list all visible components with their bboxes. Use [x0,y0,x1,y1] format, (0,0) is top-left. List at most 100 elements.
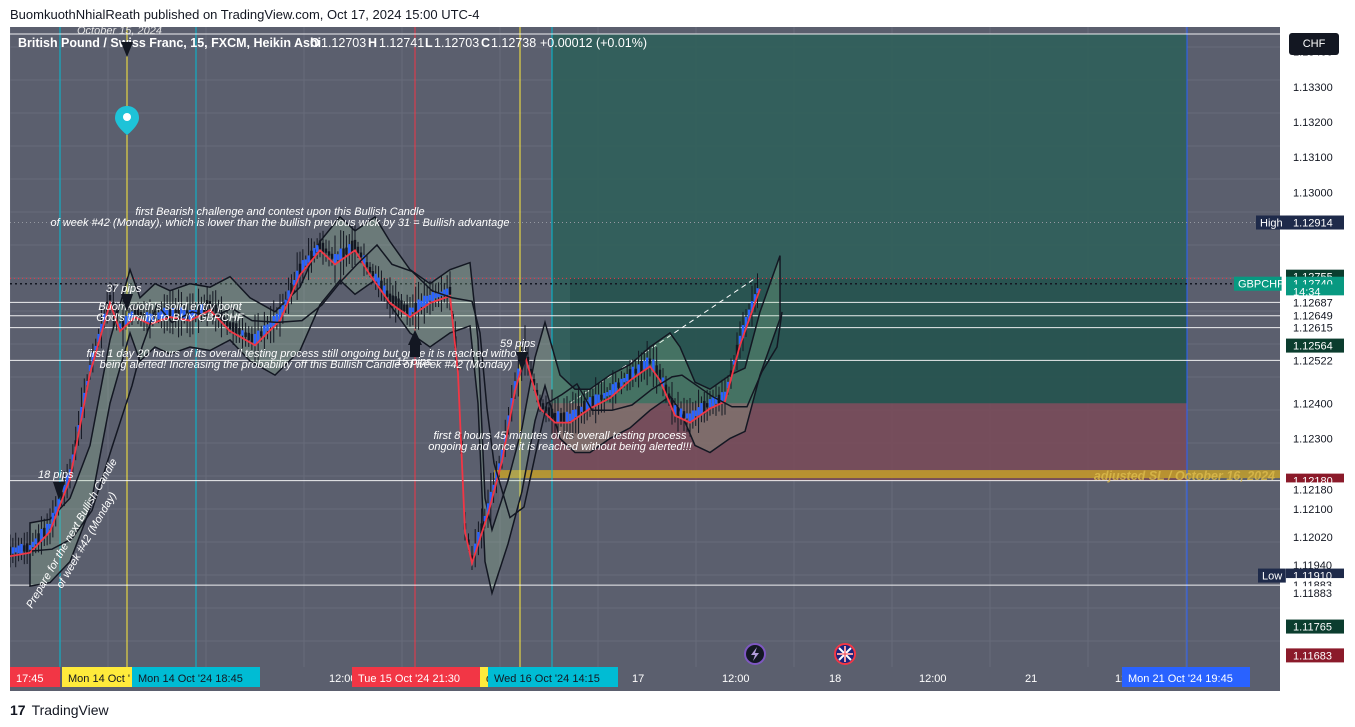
time-label-bg [132,667,260,687]
candle-body [691,410,695,421]
candle-body [417,299,420,313]
candle-body [157,312,160,320]
uk-flag-icon[interactable] [834,643,856,665]
candle-body [197,304,200,318]
arrow-down-icon [121,42,133,57]
footer: 17 TradingView [10,702,109,718]
candle-body [679,408,683,418]
candle-body [304,259,307,266]
time-axis[interactable]: 17:45 Mon 14 Oct ' Mon 14 Oct '24 18:45 12:… [10,667,1280,691]
candle-body [168,307,172,317]
candle-body [708,399,712,408]
candle-body [434,293,437,299]
candle-body [486,503,490,515]
high-tag-bg [1256,215,1291,230]
candle-body [91,352,95,364]
time-label: Mon 14 Oct ' [68,673,130,685]
candle-body [383,285,386,294]
candle-body [40,528,43,542]
candle-body [77,425,80,432]
candle-body [480,523,483,534]
symbol-tag-bg [1234,276,1282,291]
candle-body [51,512,55,525]
candle-body [315,245,319,253]
candle-body [105,301,109,314]
price-label-bg [1286,338,1344,353]
price-label-bg [1286,586,1344,601]
price-label: 1.12180 [1293,484,1333,496]
candle-body [350,240,354,254]
candle-body [10,546,12,556]
candle-body [260,331,263,337]
time-label-bg [10,667,60,687]
candle-body [443,289,446,296]
price-label-bg [1286,308,1344,323]
candle-body [547,407,551,417]
candle-body [228,322,232,330]
candle-body [611,384,615,397]
annotation-bearish-1: first Bearish challenge and contest upon… [135,206,424,218]
candle-body [342,248,345,258]
price-label: 1.11683 [1293,650,1332,662]
candle-body [127,313,131,322]
annotation-entry-2: God's timing to BUY GBPCHF [96,312,245,324]
candle-body [220,312,223,321]
candle-body [403,304,406,312]
candle-body [362,255,366,265]
time-label: Wed 16 Oct '24 14:15 [494,673,600,685]
annotation-sl-label: adjusted SL / October 16, 2024 [1094,469,1275,483]
candle-body [411,307,415,313]
candle-body [160,310,163,319]
candle-body [643,360,646,370]
annotation-hours-1: first 8 hours 45 minutes of its overall … [433,430,687,442]
lightning-event-icon[interactable] [744,643,766,665]
time-label: 17:45 [16,673,44,685]
candle-body [80,406,83,420]
candle-body [720,392,724,404]
candle-body [214,304,217,317]
candle-body [244,332,247,337]
candle-body [97,333,100,343]
time-label: 12:00 [919,673,947,685]
ema-line [10,248,761,567]
candle-body [529,368,533,375]
candle-body [682,411,686,418]
location-pin-icon[interactable] [115,106,139,135]
candle-body [293,279,296,286]
time-label: 12:00 [722,673,750,685]
candle-body [256,330,260,344]
candle-body [741,325,745,338]
candle-body [667,393,671,399]
candle-body [108,294,112,301]
candle-body [14,547,17,553]
candle-body [385,290,389,297]
currency-button[interactable]: CHF [1289,33,1339,55]
price-label-bg [1286,295,1344,310]
candle-body [640,360,643,374]
price-label-bg [1286,396,1344,411]
low-tag: Low [1262,571,1282,583]
candle-body [634,368,637,374]
candle-body [445,288,449,295]
candle-body [348,244,351,254]
candle-body [253,333,257,346]
candle-body [400,300,403,312]
candle-body [359,252,363,258]
candle-body [523,344,527,357]
chart-area[interactable]: British Pound / Swiss Franc, 15, FXCM, H… [10,27,1345,691]
time-label-bg [1122,667,1250,687]
symbol-tag: GBPCHF [1238,279,1284,291]
lagging-line [31,243,783,552]
time-label: 12:00 [329,673,357,685]
candle-body [648,358,652,364]
candle-body [371,271,375,277]
price-label: 1.12687 [1293,297,1333,309]
candle-body [448,286,452,295]
candle-body [231,322,235,334]
candle-body [205,299,209,313]
candle-body [34,538,37,545]
chart-svg[interactable]: British Pound / Swiss Franc, 15, FXCM, H… [10,27,1345,691]
candle-body [85,380,89,386]
time-label-bg [488,667,618,687]
candle-body [513,381,517,391]
